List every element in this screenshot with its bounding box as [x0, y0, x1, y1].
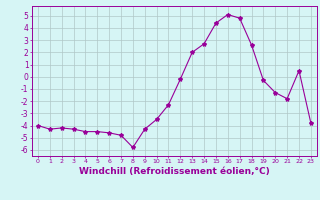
X-axis label: Windchill (Refroidissement éolien,°C): Windchill (Refroidissement éolien,°C)	[79, 167, 270, 176]
